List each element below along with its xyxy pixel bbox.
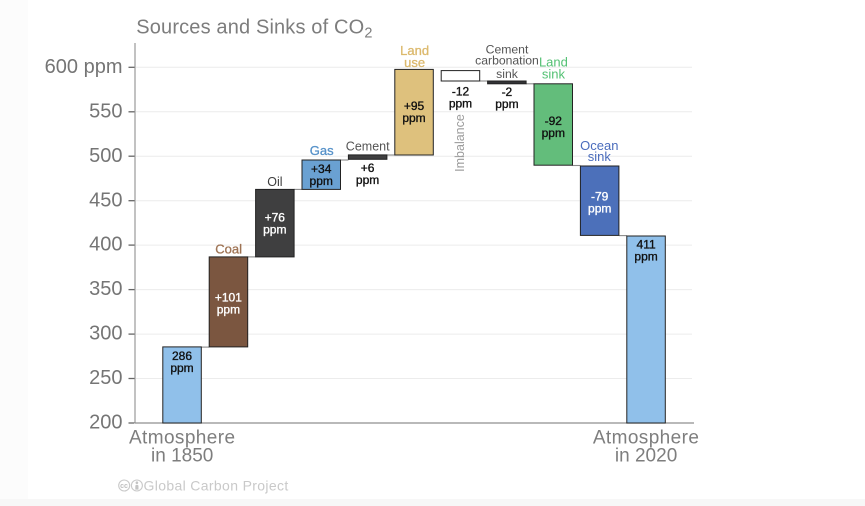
svg-text:sink: sink: [496, 67, 519, 81]
svg-text:sink: sink: [588, 149, 612, 164]
svg-text:450: 450: [89, 189, 122, 211]
svg-text:-92: -92: [545, 114, 563, 128]
svg-text:+6: +6: [361, 161, 375, 175]
svg-text:286: 286: [172, 349, 192, 363]
svg-text:350: 350: [89, 278, 122, 300]
svg-text:550: 550: [89, 100, 122, 122]
svg-text:Global Carbon Project: Global Carbon Project: [144, 478, 289, 494]
svg-text:Cement: Cement: [346, 139, 390, 153]
svg-text:Atmosphere: Atmosphere: [129, 427, 235, 448]
svg-text:Coal: Coal: [215, 242, 242, 257]
svg-text:ppm: ppm: [170, 361, 193, 375]
svg-text:carbonation: carbonation: [475, 54, 539, 68]
svg-text:Sources and Sinks of CO2: Sources and Sinks of CO2: [136, 17, 372, 42]
svg-text:use: use: [404, 55, 425, 70]
svg-text:ppm: ppm: [217, 303, 240, 317]
svg-text:Atmosphere: Atmosphere: [593, 427, 699, 448]
svg-text:sink: sink: [542, 67, 566, 82]
svg-text:200: 200: [89, 412, 122, 434]
svg-text:-2: -2: [502, 85, 513, 99]
svg-text:+76: +76: [265, 211, 286, 225]
svg-text:+95: +95: [404, 99, 425, 113]
svg-text:Gas: Gas: [310, 143, 334, 158]
svg-text:Ocean: Ocean: [580, 138, 618, 153]
svg-text:ppm: ppm: [634, 250, 657, 264]
svg-text:400: 400: [89, 234, 122, 256]
svg-text:600 ppm: 600 ppm: [45, 56, 123, 78]
svg-text:ppm: ppm: [263, 223, 286, 237]
svg-text:300: 300: [89, 323, 122, 345]
svg-text:Land: Land: [539, 55, 568, 70]
svg-text:ppm: ppm: [542, 126, 565, 140]
svg-text:Oil: Oil: [267, 175, 282, 189]
svg-text:+101: +101: [215, 291, 242, 305]
svg-text:Imbalance: Imbalance: [453, 114, 467, 172]
svg-text:ppm: ppm: [449, 97, 472, 111]
svg-text:ppm: ppm: [495, 97, 518, 111]
svg-text:Land: Land: [400, 43, 429, 58]
svg-text:500: 500: [89, 145, 122, 167]
svg-text:ppm: ppm: [356, 173, 379, 187]
svg-text:Cement: Cement: [486, 42, 529, 56]
svg-text:cc: cc: [120, 483, 128, 490]
svg-text:ppm: ppm: [588, 202, 611, 216]
svg-text:-79: -79: [591, 190, 609, 204]
svg-text:-12: -12: [452, 85, 470, 99]
svg-text:411: 411: [637, 238, 656, 252]
svg-text:in 1850: in 1850: [151, 446, 213, 467]
svg-text:in 2020: in 2020: [615, 446, 677, 467]
svg-text:ppm: ppm: [402, 111, 425, 125]
svg-text:ppm: ppm: [310, 174, 333, 188]
svg-text:+34: +34: [311, 162, 332, 176]
svg-text:250: 250: [89, 367, 122, 389]
